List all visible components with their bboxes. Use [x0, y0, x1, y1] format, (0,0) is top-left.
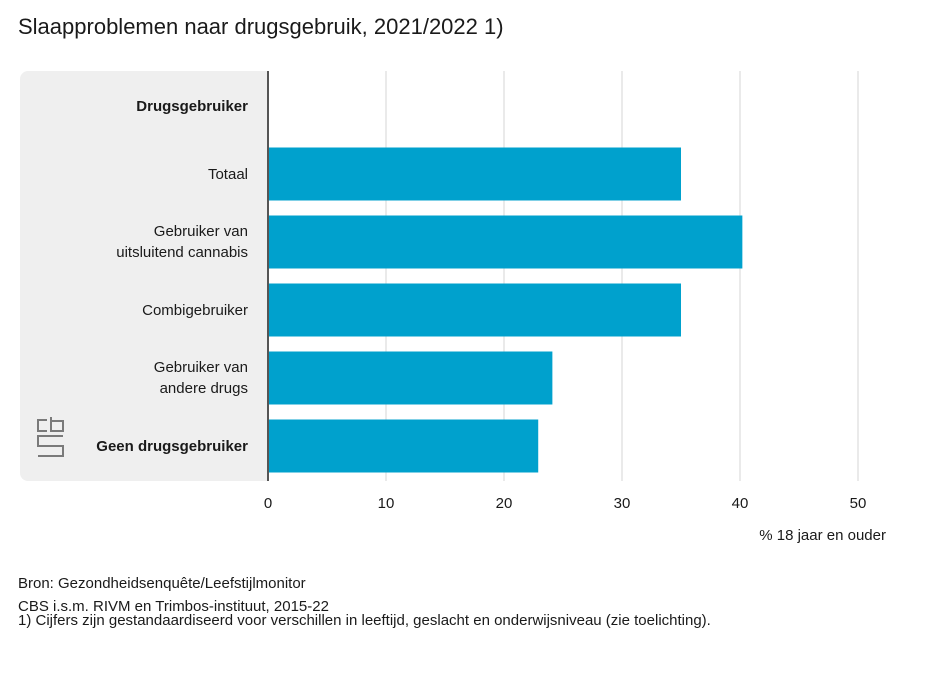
category-label: Gebruiker van andere drugs	[153, 359, 248, 397]
x-tick-label: 40	[731, 495, 749, 512]
category-header-label: Drugsgebruiker	[136, 98, 248, 115]
category-label: Combigebruiker	[142, 301, 248, 319]
x-tick-label: 20	[495, 495, 513, 512]
bars	[268, 147, 743, 473]
footnote: 1) Cijfers zijn gestandaardiseerd voor v…	[18, 612, 711, 629]
bar	[268, 283, 681, 337]
category-label: Gebruiker van uitsluitend cannabis	[116, 223, 248, 261]
gridlines	[385, 71, 859, 481]
bar	[268, 147, 681, 201]
category-label: Geen drugsgebruiker	[96, 437, 248, 455]
cbs-logo-icon	[37, 417, 64, 457]
bar	[268, 215, 743, 269]
x-tick-label: 10	[377, 495, 395, 512]
x-tick-label: 30	[613, 495, 631, 512]
category-label: Totaal	[207, 165, 248, 183]
bar	[268, 351, 553, 405]
chart-title: Slaapproblemen naar drugsgebruik, 2021/2…	[18, 14, 504, 39]
bar	[268, 419, 539, 473]
category-label-panel	[20, 71, 268, 481]
x-axis-label: % 18 jaar en ouder	[759, 527, 886, 544]
source-line: Bron: Gezondheidsenquête/Leefstijlmonito…	[18, 575, 306, 592]
x-tick-label: 50	[849, 495, 867, 512]
organisation-line: CBS i.s.m. RIVM en Trimbos-instituut, 20…	[18, 598, 329, 615]
x-tick-label: 0	[263, 495, 273, 512]
